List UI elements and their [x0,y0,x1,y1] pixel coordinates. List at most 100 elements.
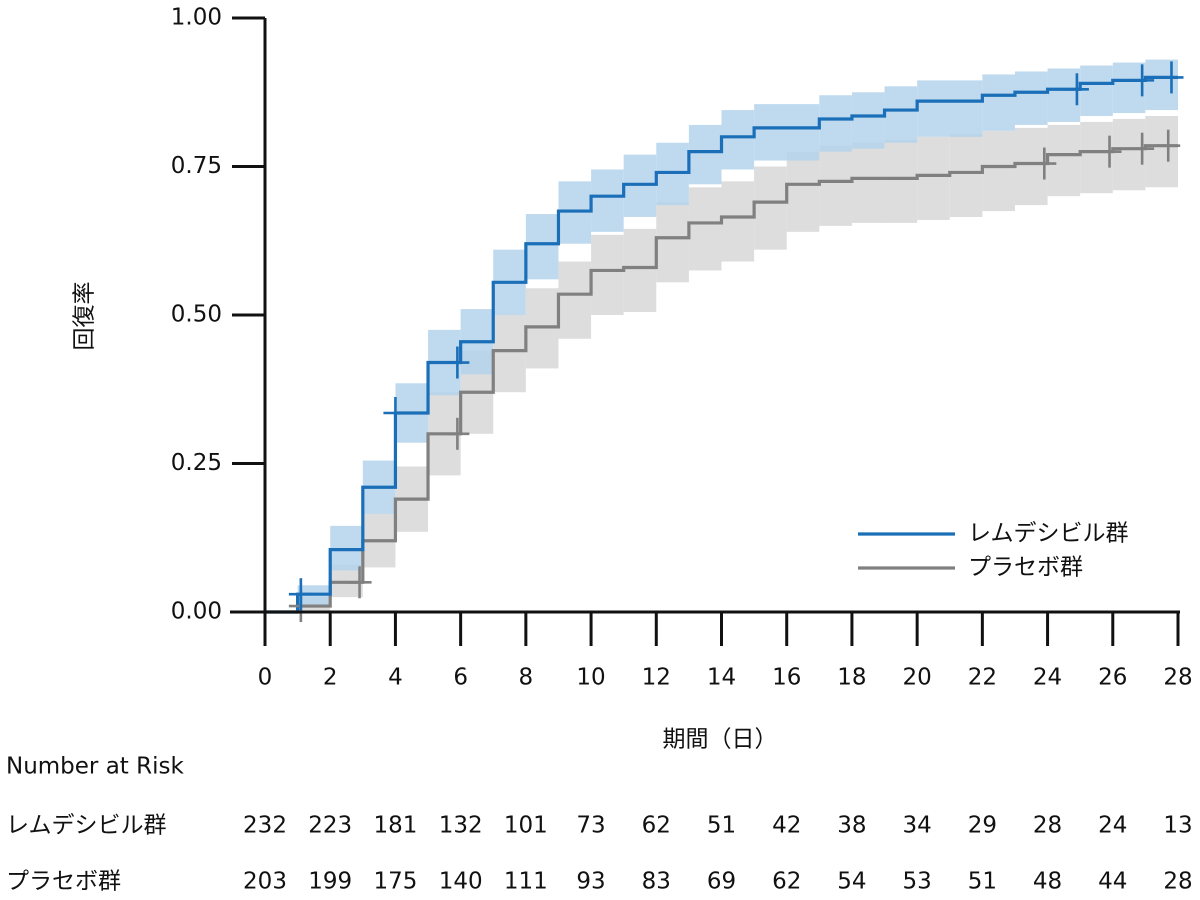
placebo-ci-band-segment [1014,127,1048,206]
x-tick-label: 16 [772,665,801,691]
risk-cell: 48 [1033,869,1062,895]
risk-cell: 132 [439,813,483,839]
risk-cell: 53 [903,869,932,895]
placebo-ci-band-segment [786,151,820,232]
placebo-step-line [265,144,1178,614]
x-tick-label: 22 [968,665,997,691]
y-tick-label: 0.25 [171,450,222,476]
active-ci-band-segment [1145,59,1178,111]
risk-cell: 181 [373,813,417,839]
y-tick-label: 0.75 [171,153,222,179]
risk-table-title: Number at Risk [6,754,184,780]
risk-cell: 38 [837,813,866,839]
placebo-ci-band-segment [688,187,722,271]
risk-cell: 24 [1098,813,1127,839]
placebo-ci-band-segment [623,228,657,313]
active-ci-band-segment [525,214,559,280]
placebo-ci-band-segment [1080,121,1113,194]
active-ci-band-segment [819,95,852,152]
placebo-ci-band-segment [754,166,787,250]
risk-cell: 203 [243,869,287,895]
risk-cell: 44 [1098,869,1127,895]
risk-cell: 51 [707,813,736,839]
risk-cell: 28 [1033,813,1062,839]
risk-cell: 101 [504,813,548,839]
active-ci-band-segment [851,92,885,149]
confidence-bands [297,59,1178,612]
risk-cell: 42 [772,813,801,839]
risk-cell: 69 [707,869,736,895]
x-tick-labels: 0 2 4 6 8 10 12 14 16 18 20 22 24 26 28 [258,665,1193,691]
placebo-ci-band-segment [884,139,918,223]
risk-cell: 54 [837,869,866,895]
active-ci-band-segment [591,169,624,232]
risk-cell: 223 [308,813,352,839]
x-tick-label: 26 [1098,665,1127,691]
axes [230,16,1180,646]
active-ci-band-segment [1080,65,1113,117]
placebo-ci-band-segment [949,133,983,217]
x-tick-label: 12 [642,665,671,691]
active-ci-band-segment [1047,68,1081,122]
y-axis-label: 回復率 [72,282,98,351]
x-tick-label: 4 [388,665,403,691]
placebo-ci-band-segment [721,181,755,262]
risk-cell: 28 [1163,869,1192,895]
placebo-ci-band-segment [982,130,1015,212]
y-tick-label: 1.00 [171,5,222,31]
risk-cell: 199 [308,869,352,895]
risk-cell: 34 [903,813,932,839]
risk-cell: 62 [772,869,801,895]
risk-row-label: プラセボ群 [6,869,121,895]
active-ci-band-segment [917,80,983,137]
x-tick-label: 2 [323,665,338,691]
risk-cell: 140 [439,869,483,895]
risk-cell: 29 [968,813,997,839]
risk-row-label: レムデシビル群 [6,813,167,839]
placebo-ci-band-segment [851,142,885,223]
placebo-ci-band-segment [1112,118,1146,191]
censor-marks [288,61,1184,623]
placebo-ci-band-segment [558,261,592,339]
y-tick-label: 0.00 [171,599,222,625]
risk-cell: 232 [243,813,287,839]
placebo-ci-band-segment [493,315,526,393]
x-tick-label: 6 [453,665,468,691]
active-ci-band-segment [688,124,722,185]
active-ci-band-segment [982,74,1015,131]
x-tick-label: 14 [707,665,736,691]
risk-cell: 83 [642,869,671,895]
placebo-ci-band-segment [656,202,689,283]
y-tick-label: 0.50 [171,302,222,328]
legend-label-active: レムデシビル群 [968,521,1129,547]
x-axis-label: 期間（日） [663,727,778,753]
active-ci-band-segment [721,110,755,170]
active-ci-band-segment [1112,62,1146,114]
x-tick-label: 20 [903,665,932,691]
x-tick-label: 18 [837,665,866,691]
legend-label-placebo: プラセボ群 [968,555,1083,581]
placebo-ci-band-segment [1047,124,1081,197]
risk-cell: 93 [576,869,605,895]
active-step-line [265,75,1178,614]
x-tick-label: 0 [258,665,273,691]
risk-cell: 51 [968,869,997,895]
placebo-ci-band-segment [591,234,624,315]
series-lines [265,75,1178,614]
risk-cell: 62 [642,813,671,839]
placebo-ci-band-segment [819,145,852,226]
risk-cell: 13 [1163,813,1192,839]
risk-cell: 111 [504,869,548,895]
y-tick-labels: 0.00 0.25 0.50 0.75 1.00 [171,5,222,625]
risk-cell: 73 [576,813,605,839]
risk-table: Number at Risk レムデシビル群 232 223 181 132 101 73 6… [6,754,1193,895]
active-ci-band-segment [1014,71,1048,125]
active-ci-band-segment [754,104,820,161]
x-tick-label: 10 [576,665,605,691]
active-ci-band-segment [884,86,918,143]
placebo-ci-band-segment [1145,116,1178,188]
x-tick-label: 8 [519,665,534,691]
x-tick-label: 28 [1163,665,1192,691]
